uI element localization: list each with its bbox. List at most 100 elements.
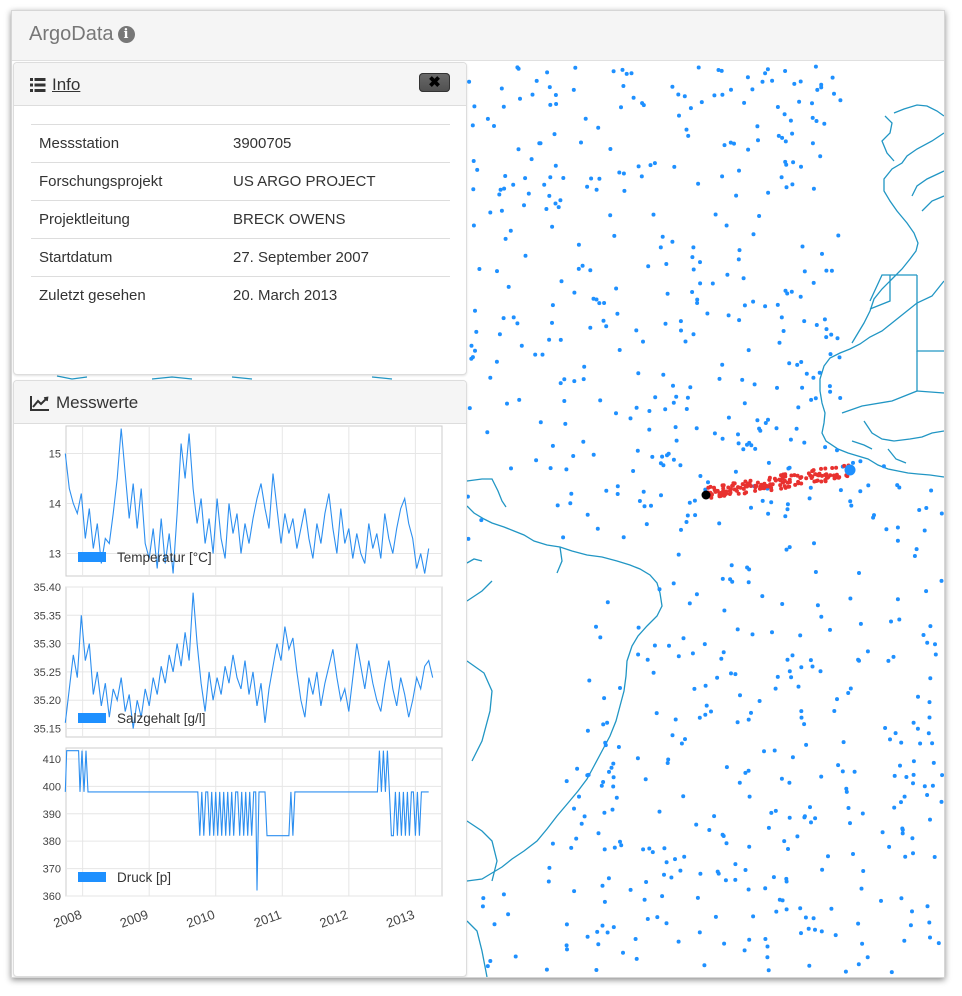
float-dot[interactable] [888, 737, 892, 741]
float-dot[interactable] [791, 160, 795, 164]
float-dot[interactable] [822, 122, 826, 126]
float-dot[interactable] [587, 679, 591, 683]
float-dot[interactable] [671, 384, 675, 388]
float-dot[interactable] [769, 811, 773, 815]
float-dot[interactable] [902, 939, 906, 943]
float-dot[interactable] [937, 941, 941, 945]
float-dot[interactable] [632, 96, 636, 100]
float-dot[interactable] [774, 809, 778, 813]
float-dot[interactable] [497, 193, 501, 197]
float-dot[interactable] [693, 499, 697, 503]
float-dot[interactable] [647, 847, 651, 851]
float-dot[interactable] [672, 581, 676, 585]
float-dot[interactable] [744, 868, 748, 872]
float-dot[interactable] [925, 793, 929, 797]
float-dot[interactable] [647, 409, 651, 413]
float-dot[interactable] [625, 72, 629, 76]
float-dot[interactable] [495, 360, 499, 364]
float-dot[interactable] [871, 516, 875, 520]
float-dot[interactable] [583, 814, 587, 818]
float-dot[interactable] [640, 174, 644, 178]
float-dot[interactable] [714, 915, 718, 919]
float-dot[interactable] [659, 245, 663, 249]
float-dot[interactable] [564, 467, 568, 471]
float-dot[interactable] [737, 169, 741, 173]
float-dot[interactable] [571, 454, 575, 458]
float-dot[interactable] [824, 335, 828, 339]
float-dot[interactable] [931, 784, 935, 788]
float-dot[interactable] [603, 847, 607, 851]
float-dot[interactable] [763, 937, 767, 941]
float-dot[interactable] [801, 245, 805, 249]
float-dot[interactable] [752, 232, 756, 236]
float-dot[interactable] [692, 687, 696, 691]
float-dot[interactable] [493, 922, 497, 926]
float-dot[interactable] [677, 940, 681, 944]
float-dot[interactable] [653, 161, 657, 165]
float-dot[interactable] [635, 406, 639, 410]
float-dot[interactable] [684, 340, 688, 344]
float-dot[interactable] [778, 341, 782, 345]
float-dot[interactable] [477, 267, 481, 271]
float-dot[interactable] [562, 377, 566, 381]
float-dot[interactable] [807, 964, 811, 968]
float-dot[interactable] [481, 904, 485, 908]
float-dot[interactable] [909, 923, 913, 927]
float-dot[interactable] [466, 537, 470, 541]
float-dot[interactable] [795, 363, 799, 367]
float-dot[interactable] [662, 846, 666, 850]
float-dot[interactable] [523, 176, 527, 180]
float-dot[interactable] [606, 931, 610, 935]
float-dot[interactable] [670, 85, 674, 89]
float-dot[interactable] [815, 88, 819, 92]
float-dot[interactable] [545, 968, 549, 972]
float-dot[interactable] [819, 615, 823, 619]
float-dot[interactable] [614, 287, 618, 291]
float-dot[interactable] [928, 624, 932, 628]
float-dot[interactable] [622, 172, 626, 176]
float-dot[interactable] [688, 501, 692, 505]
float-dot[interactable] [672, 458, 676, 462]
float-dot[interactable] [717, 872, 721, 876]
float-dot[interactable] [563, 422, 567, 426]
float-dot[interactable] [604, 324, 608, 328]
float-dot[interactable] [471, 123, 475, 127]
float-dot[interactable] [637, 626, 641, 630]
float-dot[interactable] [857, 962, 861, 966]
float-dot[interactable] [763, 886, 767, 890]
float-dot[interactable] [592, 453, 596, 457]
float-dot[interactable] [826, 854, 830, 858]
float-dot[interactable] [743, 948, 747, 952]
float-dot[interactable] [551, 444, 555, 448]
float-dot[interactable] [694, 823, 698, 827]
float-dot[interactable] [812, 541, 816, 545]
float-dot[interactable] [815, 119, 819, 123]
float-dot[interactable] [596, 527, 600, 531]
float-dot[interactable] [652, 671, 656, 675]
float-dot[interactable] [912, 721, 916, 725]
float-dot[interactable] [733, 862, 737, 866]
float-dot[interactable] [492, 124, 496, 128]
float-dot[interactable] [767, 461, 771, 465]
float-dot[interactable] [819, 85, 823, 89]
float-dot[interactable] [485, 430, 489, 434]
float-dot[interactable] [486, 964, 490, 968]
float-dot[interactable] [533, 353, 537, 357]
float-dot[interactable] [820, 868, 824, 872]
float-dot[interactable] [666, 761, 670, 765]
float-dot[interactable] [798, 633, 802, 637]
float-dot[interactable] [828, 390, 832, 394]
float-dot[interactable] [928, 936, 932, 940]
float-dot[interactable] [616, 492, 620, 496]
float-dot[interactable] [766, 945, 770, 949]
float-dot[interactable] [816, 603, 820, 607]
float-dot[interactable] [922, 633, 926, 637]
float-dot[interactable] [574, 837, 578, 841]
float-dot[interactable] [896, 539, 900, 543]
float-dot[interactable] [474, 330, 478, 334]
float-dot[interactable] [589, 177, 593, 181]
float-dot[interactable] [722, 942, 726, 946]
float-dot[interactable] [689, 106, 693, 110]
float-dot[interactable] [723, 143, 727, 147]
float-dot[interactable] [617, 171, 621, 175]
